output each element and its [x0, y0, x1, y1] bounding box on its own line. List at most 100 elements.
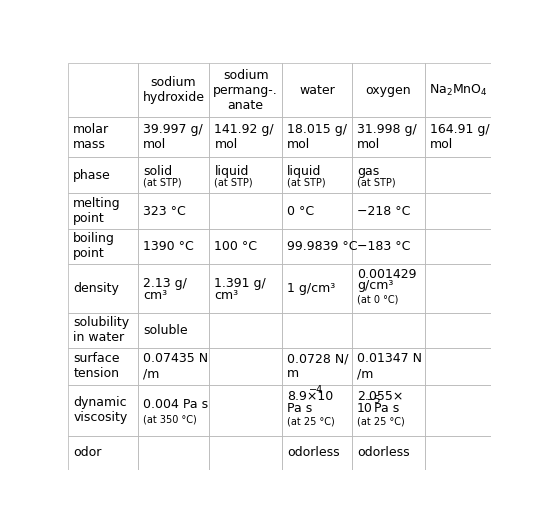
Text: oxygen: oxygen — [365, 83, 411, 97]
Bar — [138, 436, 209, 470]
Text: 2.055×: 2.055× — [357, 390, 403, 403]
Text: 31.998 g/
mol: 31.998 g/ mol — [357, 123, 417, 151]
Bar — [209, 348, 282, 385]
Bar — [282, 193, 352, 229]
Bar — [138, 385, 209, 436]
Bar — [209, 385, 282, 436]
Text: 0.001429: 0.001429 — [357, 268, 417, 281]
Bar — [425, 193, 491, 229]
Bar — [68, 436, 138, 470]
Text: (at 350 °C): (at 350 °C) — [143, 414, 197, 425]
Bar — [138, 264, 209, 313]
Text: −218 °C: −218 °C — [357, 204, 410, 218]
Bar — [68, 63, 138, 117]
Bar — [68, 348, 138, 385]
Bar — [425, 313, 491, 348]
Text: (at STP): (at STP) — [143, 177, 181, 187]
Bar — [209, 117, 282, 157]
Text: Pa s: Pa s — [370, 402, 400, 416]
Bar — [282, 436, 352, 470]
Text: odor: odor — [73, 446, 102, 459]
Bar — [352, 436, 425, 470]
Bar — [138, 63, 209, 117]
Text: solubility
in water: solubility in water — [73, 316, 129, 344]
Text: −4: −4 — [309, 384, 324, 394]
Text: 0.07435 N
/m: 0.07435 N /m — [143, 353, 208, 381]
Text: 1390 °C: 1390 °C — [143, 240, 194, 253]
Bar — [425, 385, 491, 436]
Text: boiling
point: boiling point — [73, 232, 115, 260]
Bar — [352, 63, 425, 117]
Text: 323 °C: 323 °C — [143, 204, 186, 218]
Bar — [282, 117, 352, 157]
Bar — [282, 264, 352, 313]
Bar — [68, 264, 138, 313]
Bar — [138, 348, 209, 385]
Bar — [352, 193, 425, 229]
Bar — [68, 229, 138, 264]
Bar — [209, 63, 282, 117]
Text: 100 °C: 100 °C — [215, 240, 257, 253]
Text: (at 25 °C): (at 25 °C) — [287, 417, 335, 427]
Text: (at 25 °C): (at 25 °C) — [357, 417, 405, 427]
Bar — [425, 436, 491, 470]
Text: gas: gas — [357, 165, 379, 177]
Text: 164.91 g/
mol: 164.91 g/ mol — [430, 123, 489, 151]
Bar — [352, 348, 425, 385]
Text: Na$_2$MnO$_4$: Na$_2$MnO$_4$ — [429, 82, 488, 98]
Text: 8.9×10: 8.9×10 — [287, 390, 334, 403]
Bar — [282, 157, 352, 193]
Text: 0.0728 N/
m: 0.0728 N/ m — [287, 353, 349, 381]
Text: (at 0 °C): (at 0 °C) — [357, 294, 398, 304]
Text: 99.9839 °C: 99.9839 °C — [287, 240, 358, 253]
Text: cm³: cm³ — [143, 289, 167, 302]
Text: (at STP): (at STP) — [357, 177, 395, 187]
Bar — [68, 193, 138, 229]
Text: −5: −5 — [367, 394, 381, 404]
Bar — [352, 157, 425, 193]
Text: liquid: liquid — [215, 165, 249, 177]
Text: odorless: odorless — [287, 446, 340, 459]
Text: odorless: odorless — [357, 446, 410, 459]
Bar — [352, 385, 425, 436]
Bar — [352, 117, 425, 157]
Text: dynamic
viscosity: dynamic viscosity — [73, 397, 128, 425]
Text: 1 g/cm³: 1 g/cm³ — [287, 282, 335, 295]
Bar — [138, 117, 209, 157]
Bar — [352, 229, 425, 264]
Text: melting
point: melting point — [73, 197, 121, 225]
Bar — [282, 63, 352, 117]
Text: 10: 10 — [357, 402, 373, 416]
Text: 18.015 g/
mol: 18.015 g/ mol — [287, 123, 347, 151]
Bar — [425, 229, 491, 264]
Bar — [209, 436, 282, 470]
Text: sodium
permang-.
anate: sodium permang-. anate — [213, 69, 278, 111]
Text: surface
tension: surface tension — [73, 353, 120, 381]
Bar — [282, 385, 352, 436]
Bar — [352, 313, 425, 348]
Text: 0.01347 N
/m: 0.01347 N /m — [357, 353, 422, 381]
Text: 141.92 g/
mol: 141.92 g/ mol — [215, 123, 274, 151]
Bar — [209, 264, 282, 313]
Text: cm³: cm³ — [215, 289, 239, 302]
Text: 39.997 g/
mol: 39.997 g/ mol — [143, 123, 203, 151]
Bar — [138, 313, 209, 348]
Text: (at STP): (at STP) — [287, 177, 326, 187]
Bar — [138, 193, 209, 229]
Text: liquid: liquid — [287, 165, 322, 177]
Text: g/cm³: g/cm³ — [357, 279, 393, 293]
Bar — [425, 63, 491, 117]
Bar — [282, 313, 352, 348]
Text: Pa s: Pa s — [287, 402, 312, 416]
Bar — [209, 193, 282, 229]
Bar — [138, 157, 209, 193]
Bar — [425, 264, 491, 313]
Bar — [282, 229, 352, 264]
Bar — [352, 264, 425, 313]
Text: soluble: soluble — [143, 324, 187, 337]
Text: phase: phase — [73, 169, 111, 182]
Bar — [68, 117, 138, 157]
Bar — [209, 229, 282, 264]
Bar — [68, 313, 138, 348]
Text: sodium
hydroxide: sodium hydroxide — [143, 76, 205, 104]
